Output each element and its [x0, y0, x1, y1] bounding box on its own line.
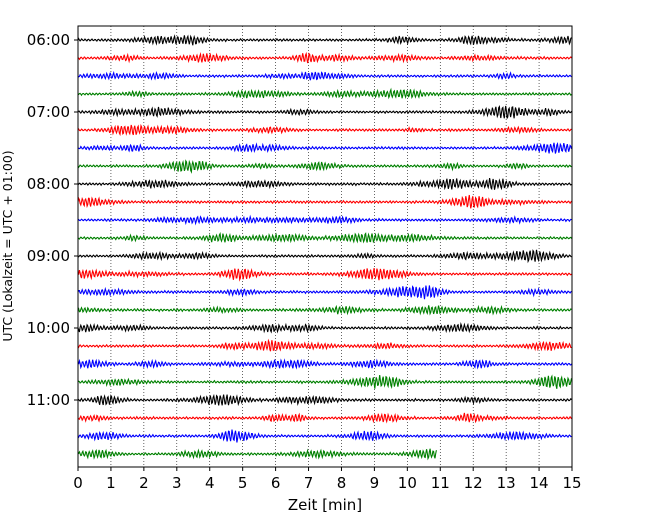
trace-line — [77, 358, 572, 370]
trace-line — [77, 194, 572, 209]
y-tick-label: 09:00 — [27, 247, 70, 265]
y-tick-label: 06:00 — [27, 31, 70, 49]
trace-line — [77, 249, 572, 264]
trace-line — [77, 338, 572, 352]
x-axis-ticks: 0 1 2 3 4 5 6 7 8 9 10 11 12 13 14 15 — [73, 467, 582, 492]
y-tick-label: 08:00 — [27, 175, 70, 193]
plot-frame — [77, 25, 573, 468]
y-tick-label: 10:00 — [27, 319, 70, 337]
trace-line — [77, 393, 572, 407]
seismic-traces — [77, 34, 573, 461]
x-tick-label: 6 — [271, 474, 281, 492]
trace-line — [77, 448, 437, 461]
trace-line — [77, 123, 572, 137]
x-tick-label: 8 — [337, 474, 347, 492]
x-tick-label: 13 — [497, 474, 516, 492]
x-tick-label: 12 — [464, 474, 483, 492]
trace-line — [77, 34, 572, 46]
x-axis-label: Zeit [min] — [288, 496, 362, 514]
trace-line — [77, 159, 572, 174]
trace-line — [77, 268, 572, 282]
x-tick-label: 2 — [139, 474, 149, 492]
x-tick-label: 5 — [238, 474, 248, 492]
x-tick-label: 14 — [530, 474, 549, 492]
x-tick-label: 15 — [562, 474, 581, 492]
trace-line — [77, 70, 572, 81]
trace-line — [77, 104, 572, 119]
trace-line — [77, 412, 572, 424]
x-tick-label: 3 — [172, 474, 182, 492]
y-tick-label: 11:00 — [27, 391, 70, 409]
y-tick-label: 07:00 — [27, 103, 70, 121]
trace-line — [77, 285, 572, 300]
trace-line — [77, 232, 572, 244]
x-tick-label: 1 — [106, 474, 116, 492]
y-axis-ticks: 06:00 07:00 08:00 09:00 10:00 11:00 — [27, 31, 78, 409]
trace-line — [77, 429, 572, 443]
x-tick-label: 9 — [370, 474, 380, 492]
trace-line — [77, 87, 572, 100]
trace-line — [77, 142, 573, 154]
x-tick-label: 0 — [73, 474, 83, 492]
trace-line — [77, 214, 572, 226]
x-tick-label: 11 — [431, 474, 450, 492]
x-tick-label: 4 — [205, 474, 215, 492]
trace-line — [77, 374, 573, 390]
trace-line — [77, 304, 572, 316]
trace-line — [77, 322, 572, 334]
trace-line — [78, 51, 572, 64]
y-axis-label: UTC (Lokalzeit = UTC + 01:00) — [0, 150, 15, 341]
trace-line — [77, 178, 572, 191]
x-tick-label: 10 — [398, 474, 417, 492]
x-tick-label: 7 — [304, 474, 314, 492]
